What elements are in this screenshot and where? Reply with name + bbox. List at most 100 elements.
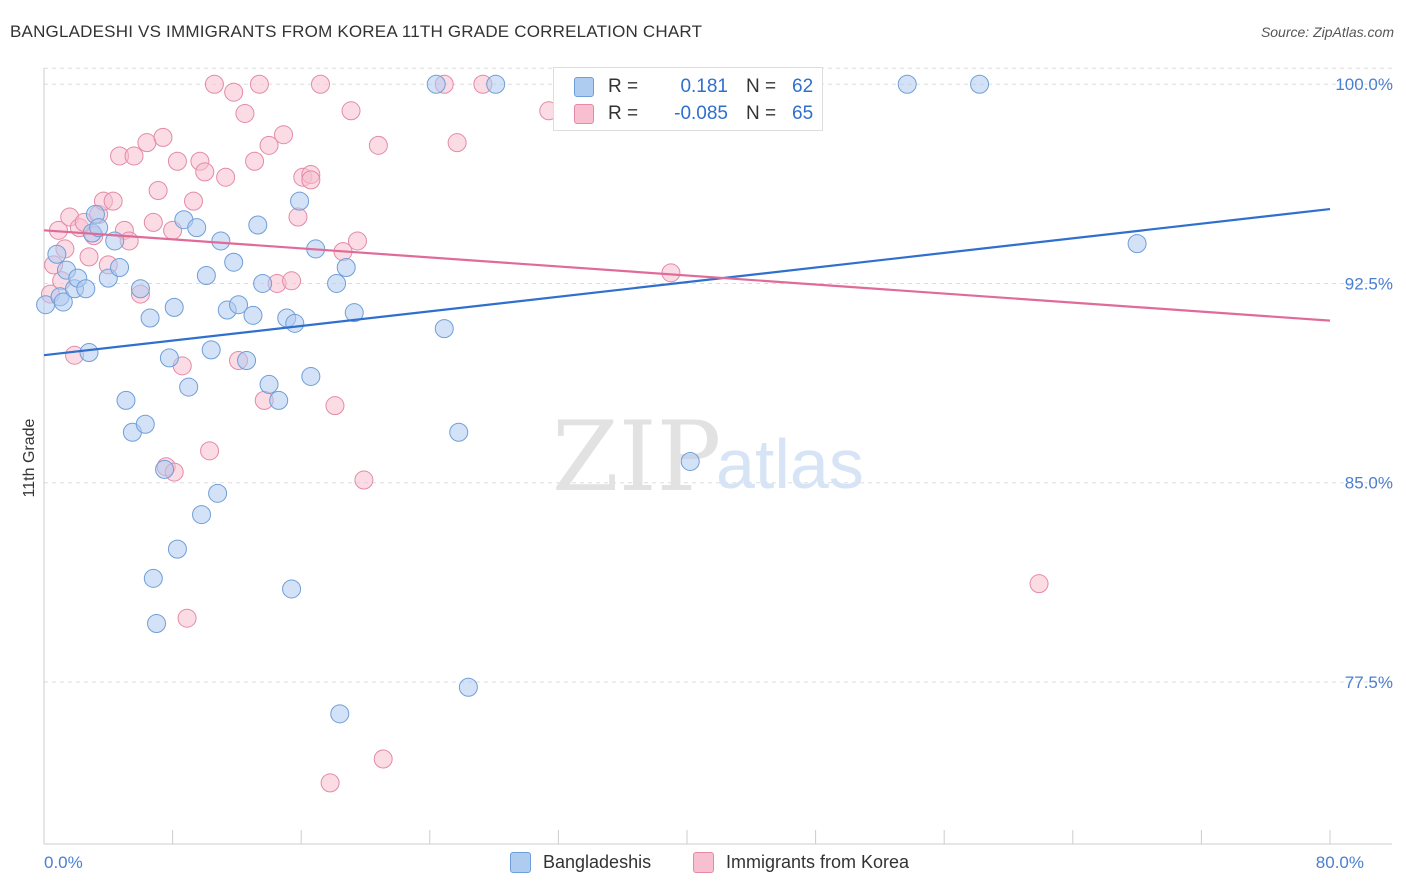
korea-point [124, 146, 144, 166]
korea-point [153, 127, 173, 147]
legend-r-value: -0.085 [674, 103, 728, 124]
legend-item-bangladeshis: Bangladeshis [510, 852, 651, 873]
trend-lines [43, 207, 1331, 357]
korea-point [1029, 574, 1049, 594]
series-legend: Bangladeshis Immigrants from Korea [0, 852, 1406, 878]
korea-point [79, 247, 99, 267]
korea-point [183, 191, 203, 211]
bangladeshi-point [110, 258, 130, 278]
korea-point [301, 170, 321, 190]
legend-row-bangladeshis: R = 0.181 N = 62 [574, 74, 813, 100]
bangladeshi-point [897, 74, 917, 94]
bangladeshi-point [248, 215, 268, 235]
bangladeshi-point [327, 273, 347, 293]
legend-n-value: 65 [792, 103, 814, 124]
series-korea-points [40, 74, 1049, 793]
legend-label-bangladeshis: Bangladeshis [543, 852, 652, 872]
legend-n-value: 62 [792, 76, 814, 97]
korea-point [373, 749, 393, 769]
bangladeshi-point [164, 297, 184, 317]
bangladeshi-point [970, 74, 990, 94]
bangladeshi-point [147, 614, 167, 634]
korea-point [368, 135, 388, 155]
bangladeshi-point [229, 295, 249, 315]
korea-point [288, 207, 308, 227]
korea-point [177, 608, 197, 628]
korea-trend-line [43, 229, 1331, 322]
bangladeshi-point [301, 366, 321, 386]
korea-point [204, 74, 224, 94]
x-tick-label: 0.0% [44, 853, 83, 872]
korea-point [320, 773, 340, 793]
bangladeshi-point [79, 343, 99, 363]
bangladeshi-point [269, 390, 289, 410]
x-tick-label: 80.0% [1316, 853, 1364, 872]
korea-point [200, 441, 220, 461]
bangladeshi-point [201, 340, 221, 360]
legend-swatch-pink [574, 104, 594, 124]
korea-point [148, 180, 168, 200]
bangladeshi-point [208, 483, 228, 503]
bangladeshi-point [336, 258, 356, 278]
bangladeshi-point [179, 377, 199, 397]
bangladeshi-point [344, 303, 364, 323]
bangladeshi-trend-line [43, 207, 1331, 357]
korea-point [249, 74, 269, 94]
korea-point [310, 74, 330, 94]
y-tick-label: 77.5% [1345, 673, 1393, 692]
bangladeshi-point [211, 231, 231, 251]
korea-point [137, 133, 157, 153]
bangladeshi-point [330, 704, 350, 724]
korea-point [103, 191, 123, 211]
legend-r-value: 0.181 [680, 76, 728, 97]
korea-point [216, 167, 236, 187]
korea-point [341, 101, 361, 121]
bangladeshi-point [159, 348, 179, 368]
bangladeshi-point [140, 308, 160, 328]
bangladeshi-point [224, 252, 244, 272]
legend-swatch-blue [574, 77, 594, 97]
bangladeshi-point [89, 218, 109, 238]
korea-point [274, 125, 294, 145]
y-tick-label: 92.5% [1345, 274, 1393, 293]
bangladeshi-point [243, 305, 263, 325]
legend-r-label: R = [608, 103, 639, 124]
bangladeshi-point [167, 539, 187, 559]
korea-point [447, 133, 467, 153]
bangladeshi-point [155, 459, 175, 479]
source-label: Source: ZipAtlas.com [1260, 24, 1394, 40]
bangladeshi-point [426, 74, 446, 94]
y-tick-label: 100.0% [1335, 75, 1393, 94]
legend-n-label: N = [746, 103, 777, 124]
korea-point [143, 212, 163, 232]
watermark: ZIP atlas [552, 401, 864, 513]
y-tick-label: 85.0% [1345, 474, 1393, 493]
bangladeshi-point [458, 677, 478, 697]
watermark-atlas: atlas [716, 425, 864, 503]
korea-point [354, 470, 374, 490]
bangladeshi-point [187, 218, 207, 238]
legend-n-label: N = [746, 76, 777, 97]
bangladeshi-point [237, 351, 257, 371]
bangladeshi-point [253, 273, 273, 293]
legend-item-korea: Immigrants from Korea [693, 852, 909, 873]
stats-legend: R = 0.181 N = 62 R = -0.085 N = 65 [553, 67, 823, 131]
korea-point [167, 151, 187, 171]
korea-point [282, 271, 302, 291]
bangladeshi-point [1127, 234, 1147, 254]
korea-point [195, 162, 215, 182]
legend-r-label: R = [608, 76, 639, 97]
korea-point [325, 396, 345, 416]
korea-point [259, 135, 279, 155]
chart-title: BANGLADESHI VS IMMIGRANTS FROM KOREA 11T… [10, 22, 703, 41]
bangladeshi-point [130, 279, 150, 299]
korea-point [347, 231, 367, 251]
y-axis-label: 11th Grade [21, 418, 38, 497]
legend-swatch-blue [510, 852, 531, 873]
bangladeshi-point [259, 374, 279, 394]
series-bangladeshis-points [36, 74, 1147, 724]
bangladeshi-point [192, 505, 212, 525]
bangladeshi-point [143, 568, 163, 588]
bangladeshi-point [135, 414, 155, 434]
